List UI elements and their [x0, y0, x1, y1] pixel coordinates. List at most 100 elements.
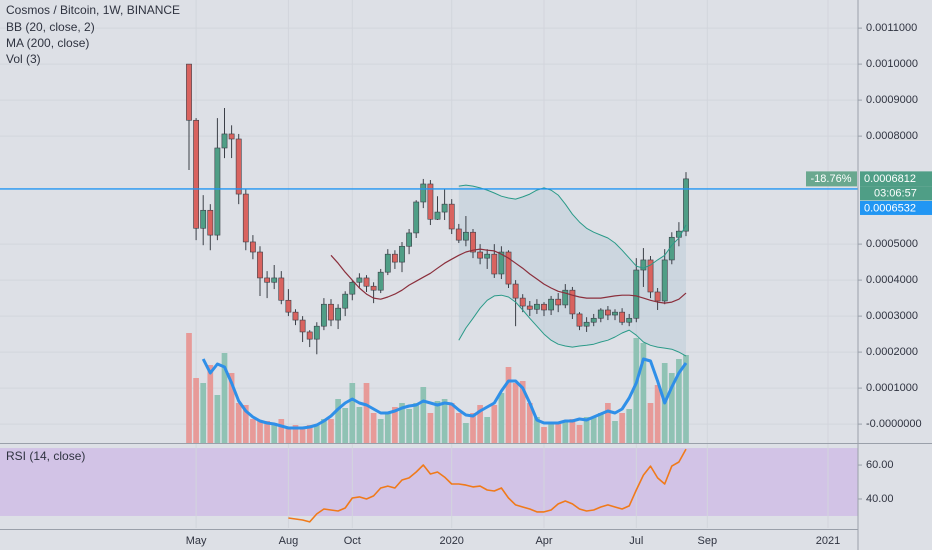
candle-body — [470, 231, 476, 253]
volume-bar — [370, 413, 377, 443]
candle-body — [619, 311, 625, 323]
volume-bar — [676, 359, 682, 443]
candle-body — [590, 317, 597, 323]
candle-body — [228, 133, 235, 140]
candle-body — [597, 309, 604, 319]
bb-upper-line — [458, 184, 687, 269]
legend-volume: Vol (3) — [6, 52, 41, 66]
y-tick-label: 0.0010000 — [866, 58, 918, 70]
volume-bar — [512, 383, 519, 443]
candle-body — [427, 183, 434, 220]
x-tick-label: May — [186, 535, 207, 547]
countdown-label: 03:06:57 — [874, 187, 917, 199]
volume-bar — [576, 425, 583, 443]
candle-body — [377, 271, 384, 291]
candle-body — [363, 277, 370, 287]
candle-body — [349, 281, 356, 295]
candle-body — [391, 253, 398, 263]
candle-body — [519, 297, 526, 307]
volume-bar — [193, 378, 199, 443]
candle-body — [221, 133, 228, 149]
legend-ma: MA (200, close) — [6, 36, 89, 50]
volume-bar — [505, 367, 512, 443]
candle-body — [583, 321, 590, 327]
candle-body — [505, 251, 512, 285]
volume-bar — [548, 423, 554, 443]
last-price-label: 0.0006812 — [864, 173, 916, 185]
volume-bar — [257, 421, 263, 443]
x-tick-label: Sep — [698, 535, 718, 547]
volume-bar — [200, 383, 207, 443]
candle-body — [370, 285, 377, 291]
y-tick-label: -0.0000000 — [866, 418, 922, 430]
candle-body — [626, 317, 633, 323]
candle-body — [193, 119, 199, 229]
candle-body — [342, 293, 349, 309]
volume-bar — [328, 419, 334, 443]
volume-bar — [413, 403, 420, 443]
volume-bar — [519, 381, 526, 443]
volume-bar — [242, 405, 249, 443]
candle-body — [299, 319, 306, 333]
volume-bar — [356, 407, 363, 443]
hline-label-box — [860, 200, 932, 215]
candle-body — [292, 311, 299, 321]
volume-bar — [647, 403, 654, 443]
rsi-band — [0, 448, 858, 516]
hline-label: 0.0006532 — [864, 202, 916, 214]
x-tick-label: 2021 — [816, 535, 840, 547]
x-tick-label: Jul — [629, 535, 643, 547]
candle-body — [384, 253, 391, 273]
candle-body — [441, 203, 448, 213]
candle-body — [250, 241, 256, 253]
volume-bar — [377, 419, 384, 443]
legend-title: Cosmos / Bitcoin, 1W, BINANCE — [6, 3, 180, 17]
candle-body — [313, 325, 320, 340]
y-tick-label: 0.0002000 — [866, 346, 918, 358]
volume-bar — [470, 413, 476, 443]
candle-body — [335, 307, 341, 321]
volume-bar — [683, 355, 689, 443]
candle-body — [569, 289, 576, 315]
volume-bar — [463, 423, 469, 443]
legend-rsi: RSI (14, close) — [6, 449, 85, 463]
volume-bar — [633, 338, 640, 443]
volume-bar — [363, 383, 370, 443]
candle-body — [640, 259, 647, 271]
bb-fill — [458, 185, 686, 357]
candle-body — [434, 211, 441, 220]
y-tick-label: 0.0001000 — [866, 382, 918, 394]
candle-body — [328, 303, 334, 321]
x-tick-label: Oct — [344, 535, 361, 547]
volume-bar — [597, 413, 604, 443]
volume-bar — [384, 413, 391, 443]
volume-bar — [441, 399, 448, 443]
volume-bar — [427, 413, 434, 443]
candle-body — [271, 277, 278, 283]
volume-bar — [406, 409, 412, 443]
candle-body — [264, 277, 270, 283]
candle-body — [356, 277, 363, 283]
y-tick-label: 0.0003000 — [866, 310, 918, 322]
candle-body — [306, 331, 313, 340]
volume-bar — [555, 423, 562, 443]
candle-body — [448, 203, 455, 230]
y-tick-label: 40.00 — [866, 493, 894, 505]
volume-bar — [455, 413, 462, 443]
candle-body — [512, 283, 519, 299]
volume-bar — [491, 405, 498, 443]
volume-bar — [484, 417, 491, 443]
volume-bar — [306, 425, 313, 443]
volume-bar — [214, 395, 221, 443]
plot-layer — [0, 0, 858, 528]
candle-body — [683, 178, 689, 232]
candle-body — [654, 291, 661, 302]
volume-bar — [299, 427, 306, 443]
volume-bar — [626, 409, 633, 443]
candle-body — [242, 193, 249, 243]
candle-body — [548, 298, 554, 311]
candle-body — [661, 259, 668, 302]
candle-body — [612, 311, 618, 316]
volume-bar — [335, 399, 341, 443]
